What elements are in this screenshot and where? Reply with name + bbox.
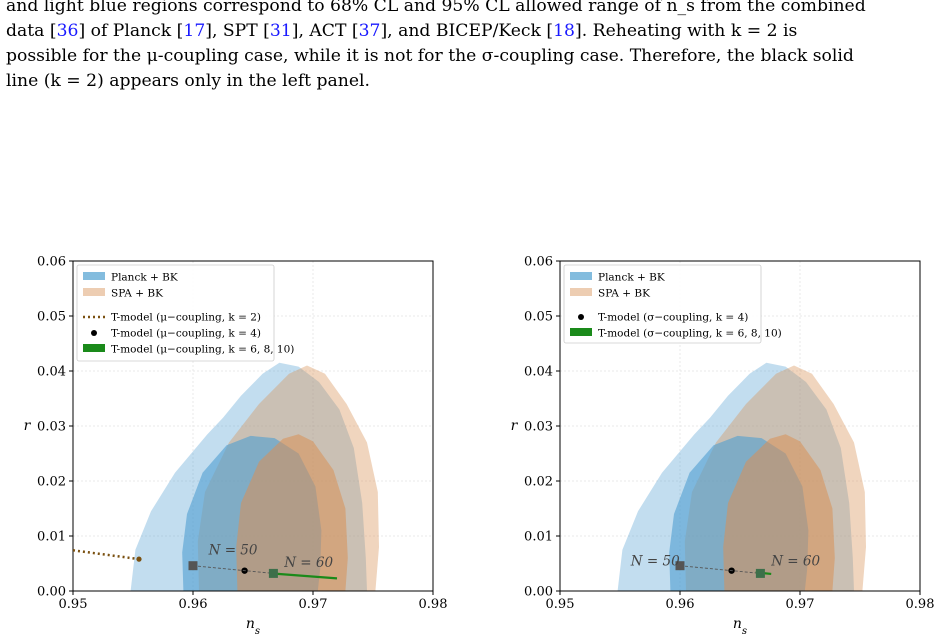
citation-link[interactable]: 36 (56, 21, 79, 41)
caption-line-1: and light blue regions correspond to 68%… (6, 0, 866, 16)
citation-link[interactable]: 18 (553, 21, 575, 41)
legend-box (563, 264, 762, 344)
caption-text: ]. Reheating with k = 2 is (575, 21, 798, 41)
efold-connector-line (192, 565, 274, 574)
y-tick-label: 0.03 (524, 420, 553, 435)
y-tick-label: 0.00 (524, 585, 553, 600)
caption-text: data [ (6, 21, 57, 41)
n50-marker (188, 561, 198, 571)
caption-text: ] of Planck [ (78, 21, 184, 41)
n60-annotation: N = 60 (770, 554, 820, 570)
n50-annotation: N = 50 (630, 554, 680, 570)
citation-link[interactable]: 17 (183, 21, 206, 41)
legend-box (76, 264, 275, 362)
right-panel: 0.95 0.96 0.97 0.98 0.00 0.01 0.02 0.03 0.04 0.05… (487, 246, 937, 638)
caption-line-4: line (k = 2) appears only in the left pa… (6, 71, 371, 91)
citation-link[interactable]: 31 (269, 21, 292, 41)
axes: 0.95 0.96 0.97 0.98 0.00 0.01 0.02 0.03 0.04 0.05… (511, 255, 935, 637)
legend-label: T-model (μ−coupling, k = 4) (111, 328, 261, 340)
legend: Planck + BK SPA + BK T-model (μ−coupling, … (76, 264, 294, 362)
k2-dotted-line (73, 549, 140, 561)
citation-link[interactable]: 37 (358, 21, 381, 41)
efold-connector-line (679, 565, 761, 574)
y-tick-label: 0.03 (37, 420, 66, 435)
caption-text: ], ACT [ (291, 21, 359, 41)
caption-text: ], and BICEP/Keck [ (380, 21, 554, 41)
y-tick-label: 0.04 (37, 365, 66, 380)
x-tick-label: 0.98 (906, 597, 935, 612)
legend-label: Planck + BK (598, 272, 665, 284)
legend-swatch (570, 288, 592, 296)
x-tick-label: 0.97 (299, 597, 328, 612)
caption-line-3: possible for the μ-coupling case, while … (6, 46, 854, 66)
contours (617, 362, 866, 591)
y-axis-label: r (511, 418, 519, 434)
legend-label: Planck + BK (111, 272, 178, 284)
legend-label: T-model (μ−coupling, k = 6, 8, 10) (111, 344, 294, 356)
legend-label: T-model (μ−coupling, k = 2) (111, 312, 261, 324)
contours (130, 362, 379, 591)
n60-marker (268, 568, 278, 578)
axes: 0.95 0.96 0.97 0.98 0.00 0.01 0.02 0.03 0.04 0.05… (24, 255, 448, 637)
series (73, 549, 338, 580)
legend: Planck + BK SPA + BK T-model (σ−coupling, … (563, 264, 782, 344)
x-tick-label: 0.96 (666, 597, 695, 612)
y-tick-label: 0.02 (37, 475, 66, 490)
left-chart: 0.95 0.96 0.97 0.98 0.00 0.01 0.02 0.03 0.04 0.05… (24, 255, 448, 637)
y-tick-label: 0.04 (524, 365, 553, 380)
legend-swatch (578, 314, 584, 320)
k6-8-10-line (270, 572, 338, 580)
caption-line-2: data [36] of Planck [17], SPT [31], ACT … (6, 19, 934, 44)
legend-label: SPA + BK (111, 288, 163, 300)
series (675, 561, 772, 578)
y-tick-label: 0.02 (524, 475, 553, 490)
spa-68-region (723, 434, 835, 591)
y-tick-label: 0.06 (37, 255, 66, 270)
legend-label: T-model (σ−coupling, k = 6, 8, 10) (598, 328, 782, 340)
y-tick-label: 0.01 (37, 530, 66, 545)
figure-caption: and light blue regions correspond to 68%… (6, 0, 934, 94)
x-axis-label: ns (246, 616, 260, 637)
y-tick-label: 0.00 (37, 585, 66, 600)
x-tick-label: 0.97 (786, 597, 815, 612)
legend-swatch (570, 272, 592, 280)
legend-label: T-model (σ−coupling, k = 4) (598, 312, 748, 324)
y-tick-label: 0.06 (524, 255, 553, 270)
legend-label: SPA + BK (598, 288, 650, 300)
legend-swatch (83, 344, 105, 352)
n50-marker (675, 561, 685, 571)
n50-annotation: N = 50 (208, 543, 258, 559)
legend-swatch (83, 272, 105, 280)
legend-swatch (91, 330, 97, 336)
y-tick-label: 0.05 (524, 310, 553, 325)
legend-swatch (570, 328, 592, 336)
x-axis-label: ns (733, 616, 747, 637)
n60-marker (755, 568, 765, 578)
left-panel: 0.95 0.96 0.97 0.98 0.00 0.01 0.02 0.03 0.04 0.05… (0, 246, 450, 638)
x-tick-label: 0.95 (546, 597, 575, 612)
caption-text: ], SPT [ (205, 21, 270, 41)
n60-annotation: N = 60 (283, 555, 333, 571)
right-chart: 0.95 0.96 0.97 0.98 0.00 0.01 0.02 0.03 0.04 0.05… (511, 255, 935, 637)
y-tick-label: 0.01 (524, 530, 553, 545)
y-tick-label: 0.05 (37, 310, 66, 325)
legend-swatch (83, 288, 105, 296)
y-axis-label: r (24, 418, 32, 434)
x-tick-label: 0.95 (59, 597, 88, 612)
x-tick-label: 0.96 (179, 597, 208, 612)
x-tick-label: 0.98 (419, 597, 448, 612)
spa-68-region (236, 434, 348, 591)
k2-endpoint (136, 556, 142, 562)
